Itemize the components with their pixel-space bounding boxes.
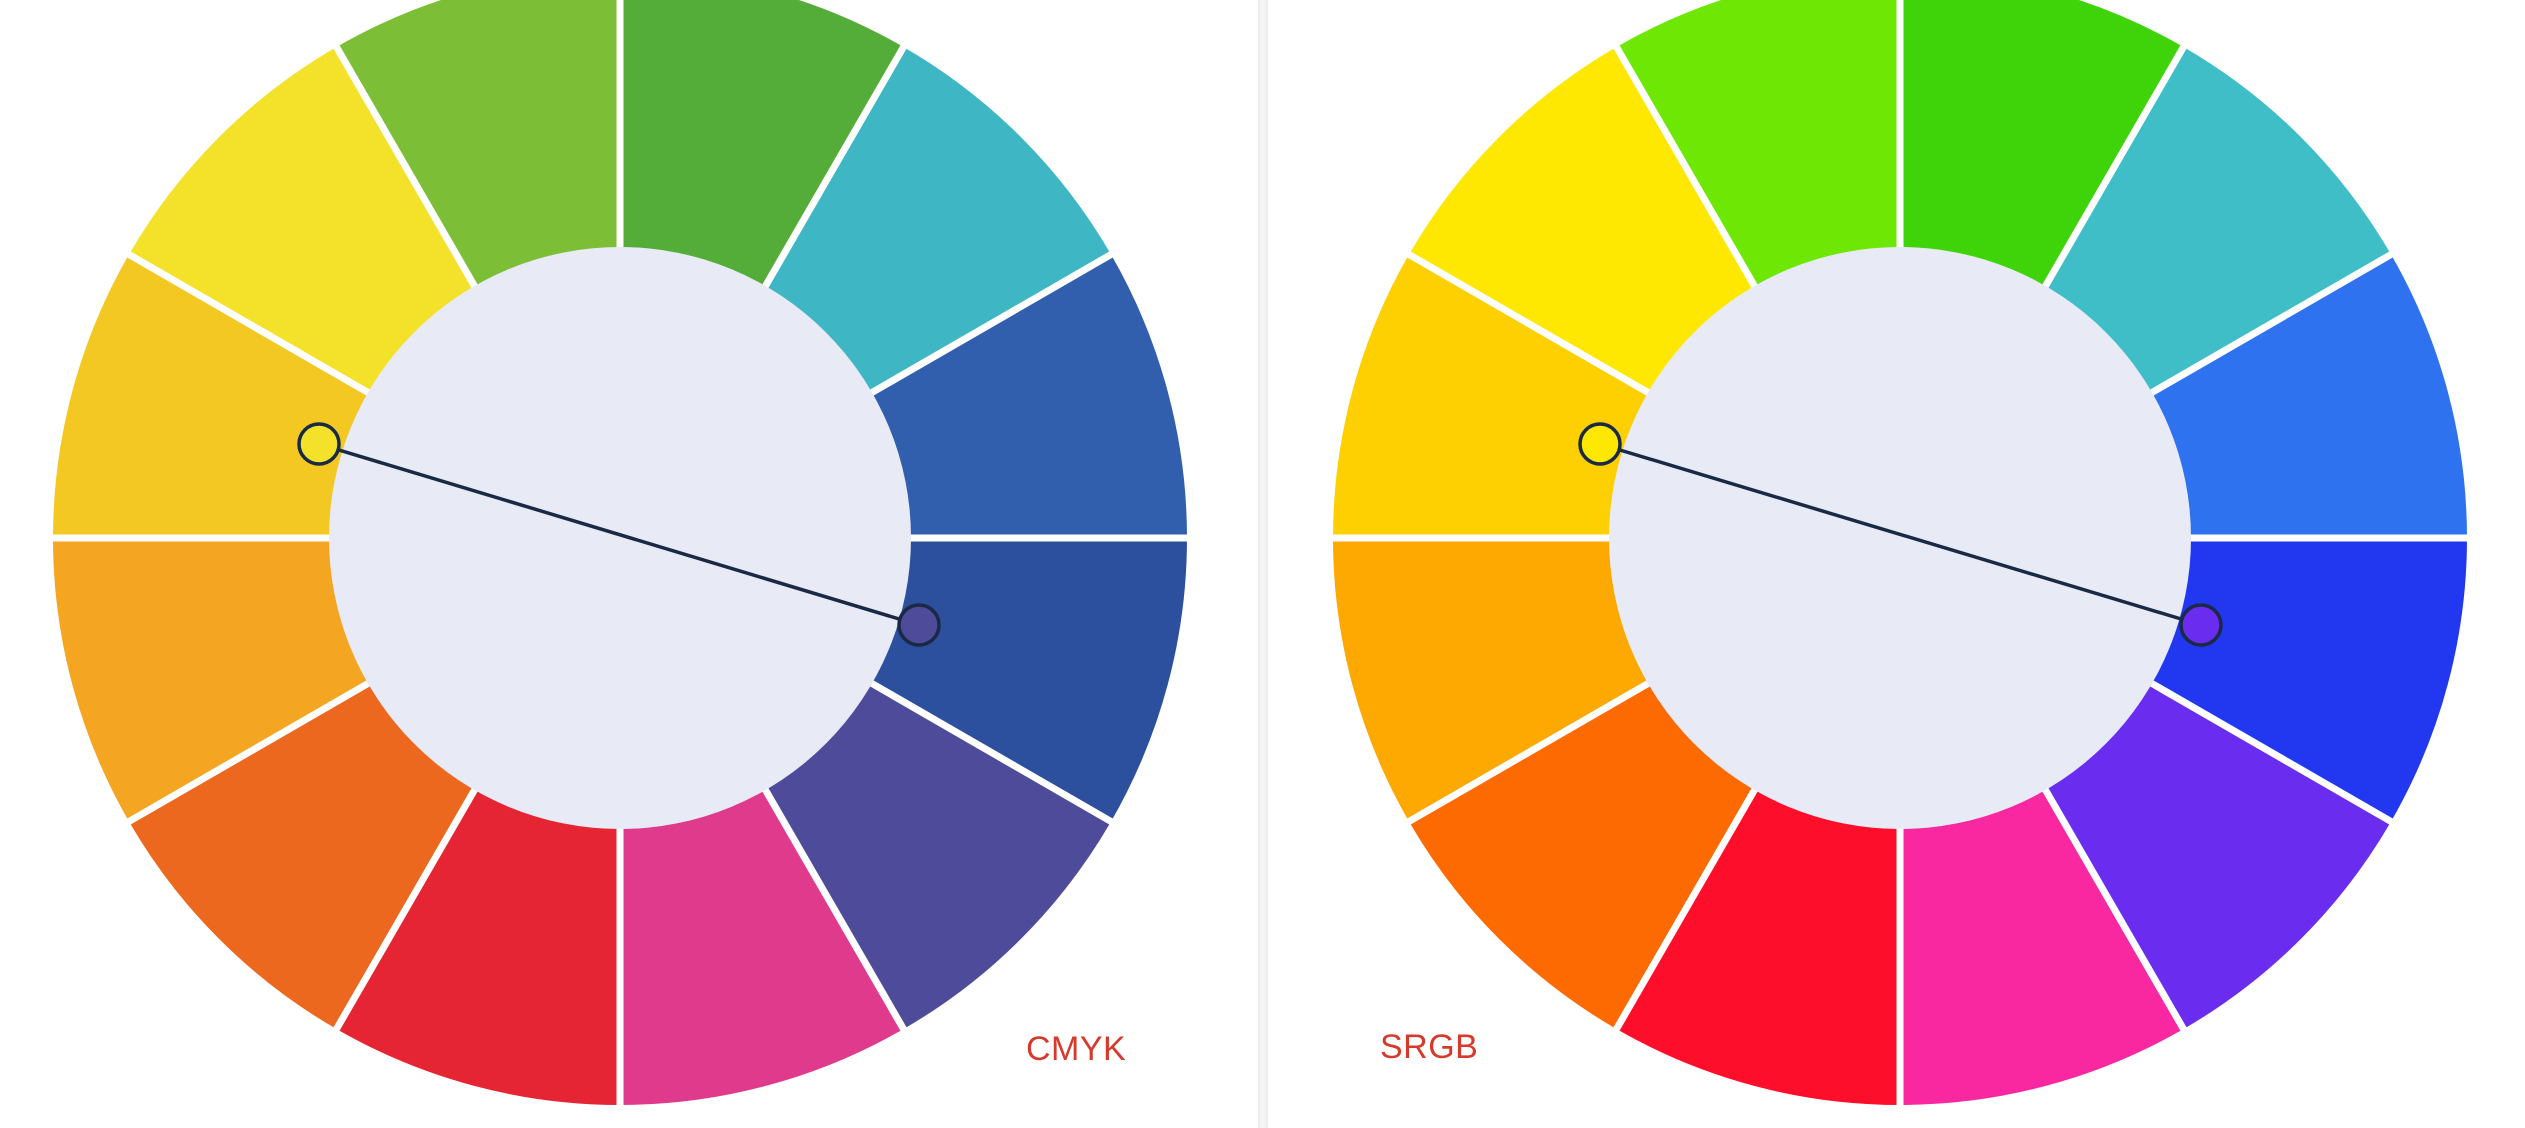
srgb-separator-12 (1611, 41, 1760, 292)
cmyk-color-wheel (49, 0, 1191, 1109)
srgb-separator-6 (2040, 784, 2189, 1035)
srgb-inner-disc (1609, 247, 2191, 829)
srgb-label: SRGB (1380, 1028, 1479, 1066)
srgb-color-wheel (1329, 0, 2471, 1109)
srgb-panel: SRGB (1268, 0, 2525, 1128)
cmyk-panel: CMYK (0, 0, 1258, 1128)
cmyk-marker-start (297, 422, 341, 466)
srgb-separator-3 (2146, 249, 2397, 398)
cmyk-connector-line (318, 442, 920, 627)
cmyk-separator-8 (331, 784, 480, 1035)
srgb-separator-11 (1403, 249, 1654, 398)
panel-divider (1258, 0, 1268, 1128)
srgb-marker-end (2179, 603, 2223, 647)
srgb-separator-2 (2040, 41, 2189, 292)
cmyk-separator-12 (331, 41, 480, 292)
cmyk-separator-3 (866, 249, 1117, 398)
cmyk-marker-end (897, 603, 941, 647)
cmyk-label: CMYK (1026, 1030, 1127, 1068)
srgb-separator-8 (1611, 784, 1760, 1035)
cmyk-separator-6 (760, 784, 909, 1035)
cmyk-inner-disc (329, 247, 911, 829)
srgb-marker-start (1578, 422, 1622, 466)
cmyk-separator-2 (760, 41, 909, 292)
cmyk-separator-11 (123, 249, 374, 398)
cmyk-separator-5 (866, 678, 1117, 827)
srgb-separator-5 (2146, 678, 2397, 827)
srgb-connector-line (1599, 442, 2202, 627)
srgb-separator-9 (1403, 678, 1654, 827)
cmyk-separator-9 (123, 678, 374, 827)
